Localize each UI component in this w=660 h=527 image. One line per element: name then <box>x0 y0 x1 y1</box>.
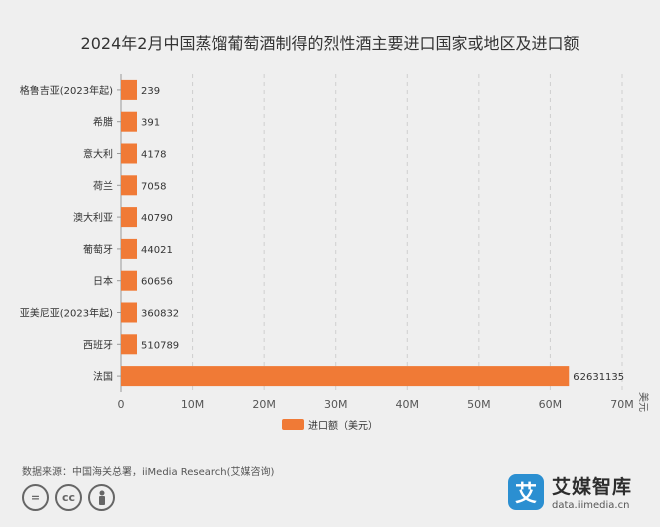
x-tick-label: 70M <box>610 398 634 411</box>
data-label: 40790 <box>141 213 173 224</box>
bar <box>121 334 137 355</box>
x-tick-label: 50M <box>467 398 491 411</box>
legend-label: 进口额（美元） <box>308 419 378 432</box>
x-tick-label: 30M <box>324 398 348 411</box>
legend-swatch <box>282 419 304 430</box>
x-tick-label: 20M <box>252 398 276 411</box>
bar <box>121 207 137 228</box>
category-label: 葡萄牙 <box>83 243 113 256</box>
brand-name: 艾媒智库 <box>552 476 633 498</box>
data-label: 60656 <box>141 277 173 288</box>
data-label: 239 <box>141 86 160 97</box>
category-label: 意大利 <box>83 148 113 161</box>
unit-label: 美元 <box>637 392 650 412</box>
source-note: 数据来源：中国海关总署，iiMedia Research(艾媒咨询) <box>22 467 275 478</box>
bar <box>121 79 137 100</box>
data-label: 4178 <box>141 150 166 161</box>
category-label: 澳大利亚 <box>73 211 113 224</box>
category-label: 亚美尼亚(2023年起) <box>20 307 113 320</box>
x-tick-label: 60M <box>539 398 563 411</box>
chart-title: 2024年2月中国蒸馏葡萄酒制得的烈性酒主要进口国家或地区及进口额 <box>80 34 580 53</box>
x-tick-label: 0 <box>118 398 125 411</box>
data-label: 7058 <box>141 181 166 192</box>
category-label: 法国 <box>93 370 113 383</box>
category-label: 西班牙 <box>83 339 113 351</box>
brand: 艾 艾媒智库 data.iimedia.cn <box>508 472 632 511</box>
bar <box>121 302 137 323</box>
category-label: 希腊 <box>93 116 113 129</box>
data-label: 62631135 <box>573 372 624 383</box>
creative-commons-icon: cc <box>55 484 82 511</box>
no-derivatives-icon: = <box>22 484 49 511</box>
category-label: 荷兰 <box>93 179 113 192</box>
category-label: 格鲁吉亚(2023年起) <box>20 84 113 97</box>
bar <box>121 143 137 164</box>
x-tick-label: 10M <box>181 398 205 411</box>
brand-url: data.iimedia.cn <box>552 500 630 511</box>
x-tick-label: 40M <box>396 398 420 411</box>
data-label: 44021 <box>141 245 173 256</box>
license-icons: = cc <box>22 484 115 511</box>
bar <box>121 238 137 259</box>
data-label: 391 <box>141 118 160 129</box>
data-label: 510789 <box>141 340 179 351</box>
bar <box>121 175 137 196</box>
brand-logo-icon: 艾 <box>508 473 544 510</box>
data-label: 360832 <box>141 309 179 320</box>
category-label: 日本 <box>93 275 113 288</box>
bar <box>121 111 137 132</box>
attribution-icon <box>88 484 115 511</box>
bar <box>121 270 137 291</box>
bar <box>121 366 570 387</box>
